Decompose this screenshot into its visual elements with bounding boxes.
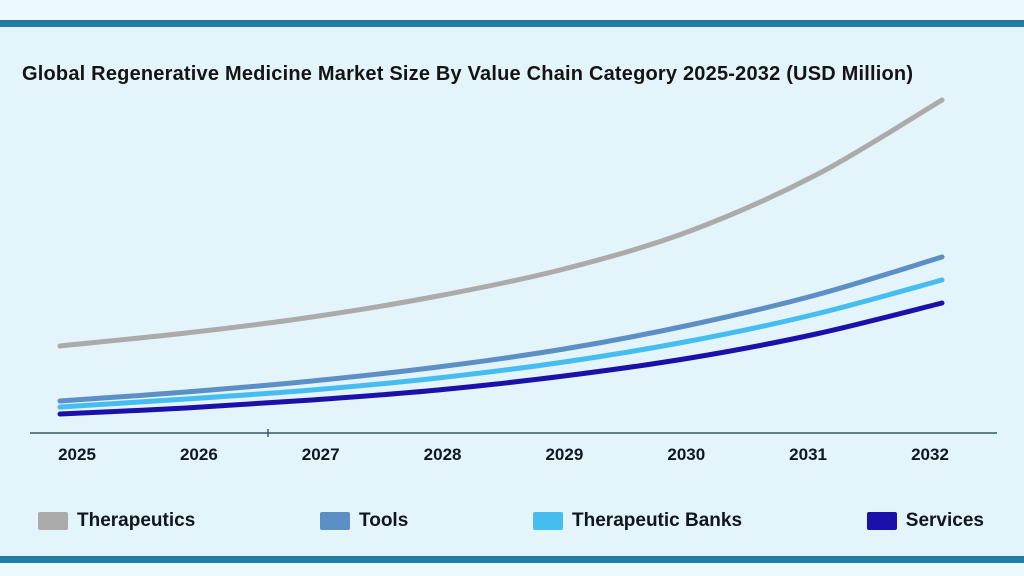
x-axis-label-2030: 2030 xyxy=(667,445,706,464)
x-axis-label-2025: 2025 xyxy=(58,445,96,464)
legend-item-tools: Tools xyxy=(320,510,408,532)
x-axis-label-2031: 2031 xyxy=(789,445,828,464)
top-accent-bar xyxy=(0,20,1024,27)
x-axis-labels: 2025 2026 2027 2028 2029 2030 2031 2032 xyxy=(0,445,1024,465)
legend-item-label: Therapeutic Banks xyxy=(572,510,743,531)
legend-swatch xyxy=(533,512,564,530)
x-axis-label-2029: 2029 xyxy=(545,445,584,464)
chart-title: Global Regenerative Medicine Market Size… xyxy=(22,63,914,86)
top-margin-strip xyxy=(0,0,1024,20)
legend-swatch xyxy=(38,512,68,530)
legend-item-label: Therapeutics xyxy=(77,510,196,531)
legend-item-services: Services xyxy=(866,510,984,532)
x-axis-label-2032: 2032 xyxy=(911,445,949,464)
legend-item-label: Services xyxy=(905,510,984,531)
legend-item-therapeutic-banks: Therapeutic Banks xyxy=(533,510,742,532)
legend-swatch xyxy=(320,512,351,530)
bottom-accent-bar xyxy=(0,556,1024,563)
series-line-tools xyxy=(57,254,945,404)
series-line-therapeutics xyxy=(57,97,945,349)
legend-item-therapeutics: Therapeutics xyxy=(38,510,195,532)
bottom-margin-strip xyxy=(0,563,1024,576)
chart-legend: Therapeutics Tools Therapeutic Banks Servic… xyxy=(38,505,984,537)
x-axis-label-2026: 2026 xyxy=(179,445,218,464)
legend-item-label: Tools xyxy=(359,510,409,531)
x-axis-label-2027: 2027 xyxy=(301,445,340,464)
x-axis-label-2028: 2028 xyxy=(423,445,462,464)
series-group xyxy=(57,97,945,417)
series-line-services xyxy=(57,300,945,417)
legend-swatch xyxy=(866,512,897,530)
series-line-therapeutic-banks xyxy=(57,277,945,410)
